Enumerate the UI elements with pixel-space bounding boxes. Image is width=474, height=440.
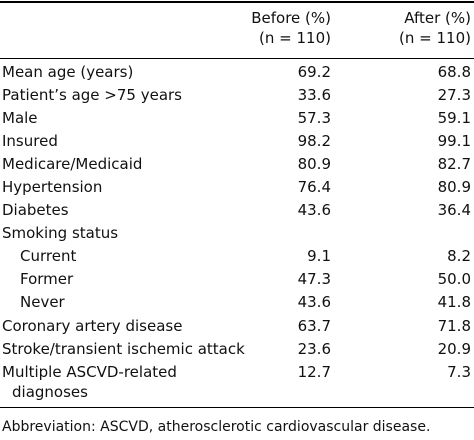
- row-value-before: 47.3: [297, 270, 331, 288]
- table-top-rule: [0, 1, 474, 3]
- table-row: Mean age (years) 69.2 68.8: [0, 61, 474, 84]
- table-row: Insured 98.2 99.1: [0, 130, 474, 153]
- row-label-continued: diagnoses: [12, 383, 88, 401]
- table-row: Smoking status: [0, 222, 474, 245]
- row-value-after: 68.8: [437, 63, 471, 81]
- row-value-before: 98.2: [297, 132, 331, 150]
- row-label: Multiple ASCVD-related: [2, 363, 177, 381]
- row-value-before: 57.3: [297, 109, 331, 127]
- column-header-after: After (%) (n = 110): [399, 8, 471, 48]
- row-label: Smoking status: [2, 224, 119, 242]
- row-value-after: 82.7: [437, 155, 471, 173]
- table-row: Stroke/transient ischemic attack 23.6 20…: [0, 338, 474, 361]
- table-row: Multiple ASCVD-related diagnoses 12.7 7.…: [0, 361, 474, 405]
- row-label: Former: [20, 270, 74, 288]
- row-label: Medicare/Medicaid: [2, 155, 143, 173]
- row-value-before: 63.7: [297, 317, 331, 335]
- table-row: Current 9.1 8.2: [0, 245, 474, 268]
- table-row: Coronary artery disease 63.7 71.8: [0, 315, 474, 338]
- row-value-after: 27.3: [437, 86, 471, 104]
- row-value-after: 50.0: [437, 270, 471, 288]
- row-label: Insured: [2, 132, 58, 150]
- row-value-after: 71.8: [437, 317, 471, 335]
- row-label: Male: [2, 109, 38, 127]
- table-row: Former 47.3 50.0: [0, 268, 474, 291]
- row-value-after: 59.1: [437, 109, 471, 127]
- column-header-before-title: Before (%): [251, 9, 331, 27]
- column-header-before: Before (%) (n = 110): [251, 8, 331, 48]
- table-row: Hypertension 76.4 80.9: [0, 176, 474, 199]
- row-label: Patient’s age >75 years: [2, 86, 182, 104]
- table-header-rule: [0, 58, 474, 59]
- row-value-before: 9.1: [307, 247, 331, 265]
- row-value-before: 76.4: [297, 178, 331, 196]
- row-value-after: 99.1: [437, 132, 471, 150]
- row-value-after: 20.9: [437, 340, 471, 358]
- row-value-before: 43.6: [297, 293, 331, 311]
- table-row: Medicare/Medicaid 80.9 82.7: [0, 153, 474, 176]
- row-value-after: 80.9: [437, 178, 471, 196]
- row-label: Mean age (years): [2, 63, 134, 81]
- table-footnote: Abbreviation: ASCVD, atherosclerotic car…: [2, 419, 431, 435]
- row-value-before: 80.9: [297, 155, 331, 173]
- table-row: Male 57.3 59.1: [0, 107, 474, 130]
- row-label: Current: [20, 247, 77, 265]
- table-row: Patient’s age >75 years 33.6 27.3: [0, 84, 474, 107]
- row-value-before: 69.2: [297, 63, 331, 81]
- row-value-after: 7.3: [447, 363, 471, 381]
- column-header-after-title: After (%): [404, 9, 471, 27]
- row-value-before: 33.6: [297, 86, 331, 104]
- row-label: Coronary artery disease: [2, 317, 183, 335]
- row-label: Never: [20, 293, 65, 311]
- row-value-after: 8.2: [447, 247, 471, 265]
- row-label: Hypertension: [2, 178, 103, 196]
- row-value-after: 41.8: [437, 293, 471, 311]
- table-bottom-rule: [0, 407, 474, 408]
- row-value-before: 23.6: [297, 340, 331, 358]
- column-header-after-n: (n = 110): [399, 29, 471, 47]
- row-value-before: 12.7: [297, 363, 331, 381]
- row-value-before: 43.6: [297, 201, 331, 219]
- table-row: Diabetes 43.6 36.4: [0, 199, 474, 222]
- row-value-after: 36.4: [437, 201, 471, 219]
- row-label: Diabetes: [2, 201, 69, 219]
- row-label: Stroke/transient ischemic attack: [2, 340, 245, 358]
- column-header-before-n: (n = 110): [259, 29, 331, 47]
- table-row: Never 43.6 41.8: [0, 291, 474, 314]
